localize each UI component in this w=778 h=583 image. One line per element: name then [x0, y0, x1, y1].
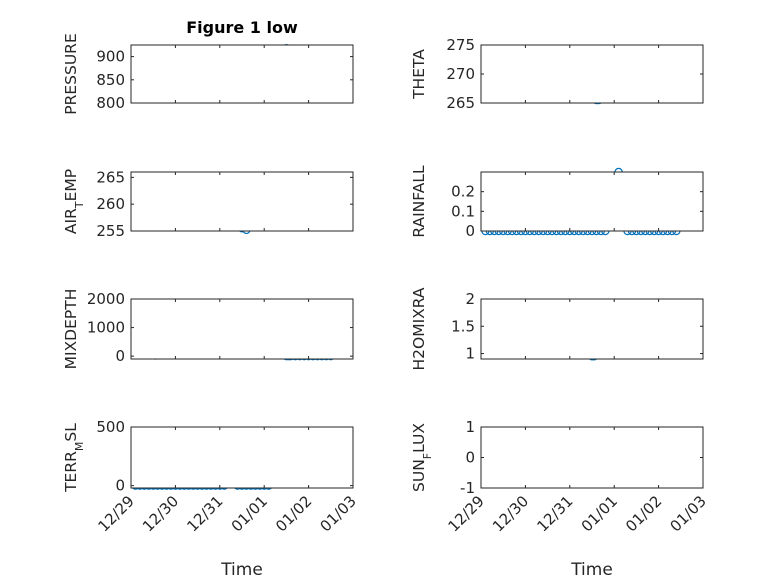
- axes-frame: [130, 426, 354, 489]
- axes-frame: [480, 426, 704, 489]
- y-tick-label: 0.1: [451, 202, 475, 220]
- y-axis-label: SUNFLUX: [410, 423, 434, 492]
- subplot-grid: 800 850 900 PRESSURE Figure 1 low 265 270 275 TH…: [62, 18, 710, 580]
- y-tick-label: 800: [96, 94, 125, 112]
- y-tick-label: 0: [115, 477, 125, 495]
- axes-frame: [130, 44, 354, 104]
- y-axis-label: PRESSURE: [62, 33, 80, 115]
- x-axis-label: Time: [570, 560, 613, 580]
- axes-frame: [480, 44, 704, 104]
- y-tick-label: -1: [460, 479, 475, 497]
- y-tick-label: 500: [96, 418, 125, 436]
- panel-pressure: 800 850 900 PRESSURE Figure 1 low: [62, 18, 354, 115]
- y-tick-label: 265: [446, 94, 475, 112]
- chart-title: Figure 1 low: [186, 18, 298, 37]
- y-tick-label: 1: [465, 345, 475, 363]
- y-tick-label: 850: [96, 71, 125, 89]
- panel-mixdepth: 0 1000 2000 MIXDEPTH: [62, 289, 354, 370]
- axes-frame: [480, 171, 704, 232]
- y-tick-label: 0: [115, 347, 125, 365]
- y-axis-label: MIXDEPTH: [62, 289, 80, 370]
- axes-frame: [130, 298, 354, 360]
- y-axis-label: THETA: [410, 49, 428, 100]
- y-tick-label: 275: [446, 36, 475, 54]
- y-tick-label: 0: [465, 449, 475, 467]
- y-tick-label: 265: [96, 168, 125, 186]
- y-tick-label: 270: [446, 65, 475, 83]
- y-tick-label: 900: [96, 48, 125, 66]
- x-axis-label: Time: [220, 560, 263, 580]
- axes-frame: [480, 298, 704, 360]
- y-tick-label: 2000: [87, 290, 125, 308]
- y-tick-label: 260: [96, 195, 125, 213]
- y-tick-label: 1: [465, 418, 475, 436]
- y-tick-label: 1.5: [451, 317, 475, 335]
- axes-frame: [130, 171, 354, 232]
- y-tick-label: 255: [96, 222, 125, 240]
- panel-h2omixra: 1 1.5 2 H2OMIXRA: [410, 287, 704, 371]
- panel-air-temp: 255 260 265 AIRTEMP: [62, 168, 354, 240]
- y-axis-label: TERRMSL: [62, 423, 86, 493]
- y-axis-label: AIRTEMP: [62, 169, 86, 234]
- panel-theta: 265 270 275 THETA: [410, 36, 704, 112]
- y-tick-label: 1000: [87, 319, 125, 337]
- panel-terr-msl: 12/29 12/30 12/31 01/01 01/02 01/030500TERRMS…: [62, 418, 360, 580]
- y-tick-label: 2: [465, 290, 475, 308]
- y-tick-label: 0.2: [451, 183, 475, 201]
- y-axis-label: RAINFALL: [410, 165, 428, 238]
- y-axis-label: H2OMIXRA: [410, 287, 428, 370]
- y-tick-label: 0: [465, 222, 475, 240]
- panel-rainfall: 0 0.10.2 RAINFALL: [410, 165, 704, 240]
